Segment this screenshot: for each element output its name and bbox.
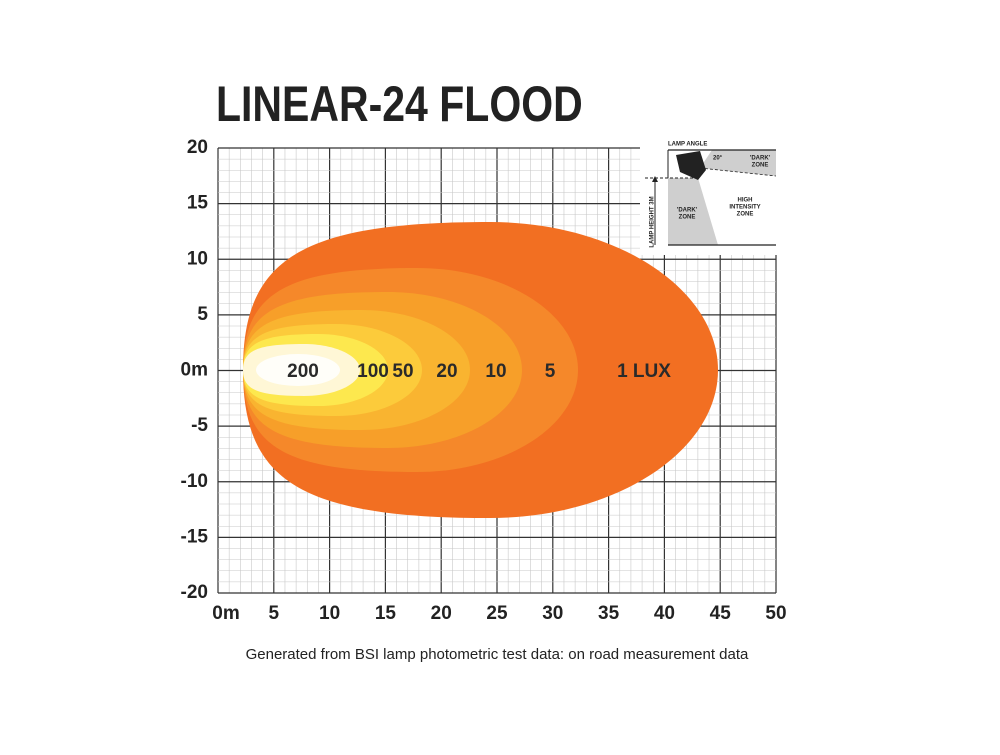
lamp-angle-label: LAMP ANGLE (668, 142, 707, 148)
title: LINEAR-24 FLOOD (216, 76, 583, 132)
lamp-height-label: LAMP HEIGHT 3M (650, 196, 656, 247)
x-axis-label: 0m (212, 603, 239, 624)
y-axis-label: 5 (197, 304, 208, 325)
dark-zone-top-shape (700, 150, 776, 176)
zone-label: 100 (357, 361, 389, 382)
x-axis-label: 30 (542, 603, 563, 624)
inset-label: HIGH (738, 198, 753, 204)
inset-label: ZONE (679, 215, 696, 221)
y-axis-label: 10 (187, 248, 208, 269)
y-axis-label: -20 (181, 582, 208, 603)
y-axis-label: -15 (181, 526, 209, 547)
x-axis-label: 15 (375, 603, 397, 624)
dark-zone-bottom-shape (668, 178, 718, 245)
y-axis-label: 15 (187, 193, 209, 214)
inset: LAMP ANGLE 20° LAMP HEIGHT 3M 'DARK'ZONE… (640, 140, 780, 255)
zone-label: 10 (485, 361, 506, 382)
lamp-icon (676, 151, 706, 180)
zone-label: 50 (392, 361, 413, 382)
y-axis-label: -5 (191, 415, 208, 436)
zone-label: 1 LUX (617, 361, 671, 382)
x-axis-label: 40 (654, 603, 675, 624)
angle-dash (699, 167, 777, 177)
x-axis-label: 20 (431, 603, 452, 624)
x-axis-label: 45 (710, 603, 732, 624)
x-axis-label: 10 (319, 603, 340, 624)
inset-label: INTENSITY (729, 205, 760, 211)
inset-label: 'DARK' (677, 208, 698, 214)
zone-core (256, 354, 340, 386)
footnote: Generated from BSI lamp photometric test… (246, 646, 749, 663)
zone-label: 20 (436, 361, 457, 382)
zone-label: 200 (287, 361, 319, 382)
y-axis-label: 0m (181, 360, 208, 381)
y-axis-label: 20 (187, 137, 208, 158)
zone-label: 5 (545, 361, 556, 382)
inset-label: ZONE (737, 212, 754, 218)
y-axis-label: -10 (181, 471, 208, 492)
inset-label: 'DARK' (750, 156, 771, 162)
inset-label: ZONE (752, 163, 769, 169)
angle-label: 20° (713, 156, 723, 162)
x-axis-label: 50 (765, 603, 786, 624)
x-axis-label: 35 (598, 603, 620, 624)
x-axis-label: 5 (269, 603, 280, 624)
height-arrowhead (652, 176, 658, 182)
x-axis-label: 25 (486, 603, 508, 624)
